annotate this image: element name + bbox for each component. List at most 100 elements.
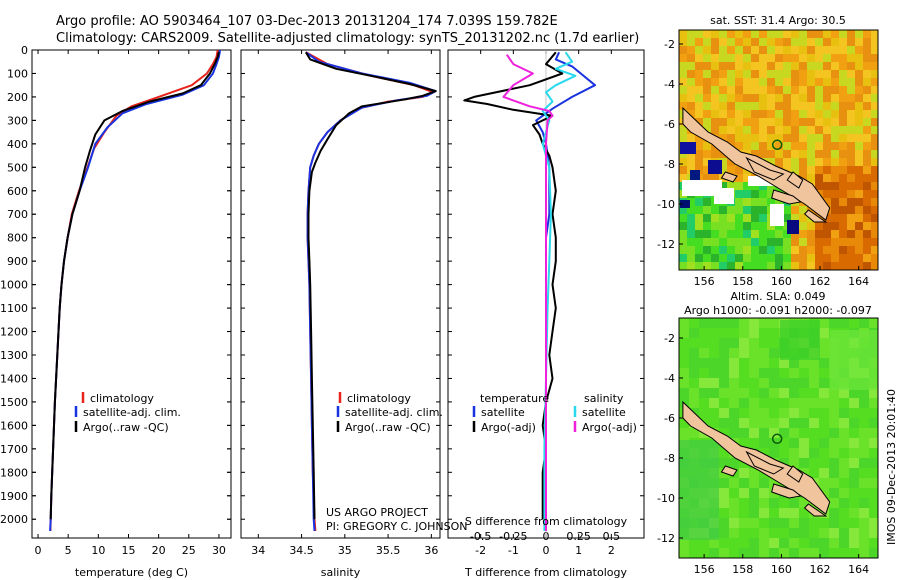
map-cell: [767, 70, 776, 79]
map-cell: [869, 408, 878, 419]
map-cell: [719, 518, 730, 529]
map-cell: [687, 78, 696, 87]
map-cell: [703, 158, 712, 167]
map-cell: [831, 262, 840, 270]
x-axis-label: salinity: [321, 566, 361, 579]
map-cell: [743, 254, 752, 263]
map-cell: [871, 262, 878, 270]
map-cell: [751, 30, 760, 39]
map-cell: [729, 528, 740, 539]
map-cell: [759, 318, 770, 329]
lon-tick-label: 162: [810, 563, 831, 576]
map-cell: [869, 388, 878, 399]
map-cell: [719, 478, 730, 489]
series-group: [49, 50, 222, 532]
map-cell: [871, 102, 878, 111]
map-cell: [695, 94, 704, 103]
legend-label-argo: Argo(..raw -QC): [345, 421, 431, 434]
map-cell: [759, 518, 770, 529]
map-cell: [839, 398, 850, 409]
map-cell: [759, 70, 768, 79]
map-cell: [863, 126, 872, 135]
map-cell: [759, 348, 770, 359]
map-cell: [869, 498, 878, 509]
map-cell: [687, 262, 696, 270]
map-cell: [815, 46, 824, 55]
map-cell: [783, 206, 792, 215]
map-cell: [751, 238, 760, 247]
map-cell: [749, 358, 760, 369]
map-cell: [709, 378, 720, 389]
map-cell: [807, 102, 816, 111]
map-cell: [767, 86, 776, 95]
map-cell: [791, 262, 800, 270]
map-cell: [779, 448, 790, 459]
map-cell: [709, 538, 720, 549]
map-cell: [743, 38, 752, 47]
missing-data-cell: [682, 180, 722, 196]
map-cell: [759, 134, 768, 143]
map-cell: [815, 54, 824, 63]
map-cell: [869, 398, 878, 409]
map-cell: [863, 198, 872, 207]
island-coastline: [745, 156, 785, 181]
map-cell: [759, 508, 770, 519]
legend-label-climatology: climatology: [90, 392, 154, 405]
map-cell: [687, 254, 696, 263]
map-cell: [819, 418, 830, 429]
map-cell: [799, 102, 808, 111]
map-cell: [791, 78, 800, 87]
map-cell: [767, 142, 776, 151]
map-cell: [759, 428, 770, 439]
map-cell: [735, 174, 744, 183]
map-cell: [819, 348, 830, 359]
map-cell: [863, 102, 872, 111]
map-cell: [819, 488, 830, 499]
map-cell: [863, 94, 872, 103]
map-cell: [759, 222, 768, 231]
map-cell: [695, 262, 704, 270]
map-cell: [819, 478, 830, 489]
map-cell: [727, 62, 736, 71]
map-cell: [863, 214, 872, 223]
map-cell: [759, 54, 768, 63]
island-coastline: [803, 209, 828, 223]
map-cell: [703, 30, 712, 39]
map-cell: [807, 86, 816, 95]
map-cell: [807, 38, 816, 47]
map-cell: [743, 190, 752, 199]
map-cell: [769, 398, 780, 409]
map-cell: [855, 166, 864, 175]
map-cell: [679, 378, 690, 389]
map-cell: [703, 102, 712, 111]
map-cell: [799, 458, 810, 469]
map-cell: [869, 438, 878, 449]
map-cell: [769, 328, 780, 339]
map-cell: [823, 118, 832, 127]
map-cell: [831, 150, 840, 159]
map-cell: [767, 94, 776, 103]
map-cell: [823, 30, 832, 39]
map-cell: [679, 440, 719, 540]
map-cell: [727, 94, 736, 103]
map-cell: [719, 254, 728, 263]
map-cell: [791, 30, 800, 39]
map-cell: [699, 348, 710, 359]
map-cell: [791, 110, 800, 119]
map-cell: [871, 158, 878, 167]
map-cell: [679, 54, 688, 63]
lon-tick-label: 164: [848, 563, 869, 576]
map-cell: [809, 378, 820, 389]
map-cell: [799, 358, 810, 369]
legend-label-argo: Argo(..raw -QC): [83, 421, 169, 434]
map-cell: [759, 338, 770, 349]
map-cell: [695, 238, 704, 247]
map-cell: [829, 438, 840, 449]
map-cell: [751, 262, 760, 270]
y-tick-label: 1000: [0, 279, 28, 292]
map-cell: [839, 30, 848, 39]
map-cell: [679, 46, 688, 55]
map-cell: [799, 94, 808, 103]
map-cell: [775, 38, 784, 47]
map-cell: [735, 94, 744, 103]
